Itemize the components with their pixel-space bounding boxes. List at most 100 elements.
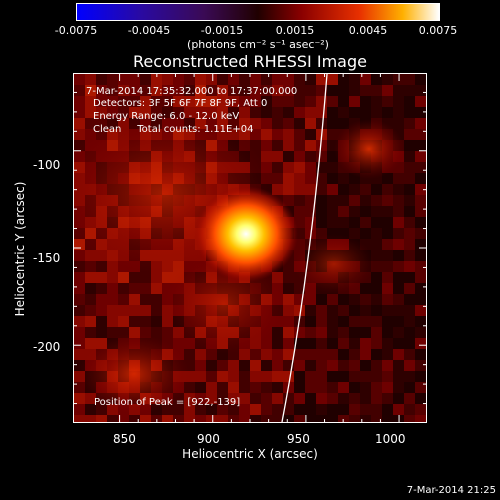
heatmap-cell <box>415 261 426 272</box>
heatmap-cell <box>228 118 239 129</box>
heatmap-cell <box>327 305 338 316</box>
heatmap-cell <box>162 107 173 118</box>
heatmap-cell <box>140 272 151 283</box>
heatmap-cell <box>404 327 415 338</box>
heatmap-cell <box>415 140 426 151</box>
heatmap-cell <box>283 294 294 305</box>
heatmap-cell <box>239 415 250 422</box>
heatmap-cell <box>360 107 371 118</box>
heatmap-cell <box>283 85 294 96</box>
heatmap-cell <box>360 360 371 371</box>
heatmap-cell <box>393 228 404 239</box>
heatmap-cell <box>184 74 195 85</box>
heatmap-cell <box>140 415 151 422</box>
colorbar-tick-label: 0.0015 <box>275 24 315 37</box>
heatmap-cell <box>261 96 272 107</box>
heatmap-cell <box>316 305 327 316</box>
heatmap-cell <box>327 393 338 404</box>
heatmap-cell <box>74 404 85 415</box>
heatmap-cell <box>338 327 349 338</box>
heatmap-cell <box>415 360 426 371</box>
x-tick-label: 900 <box>197 432 220 446</box>
heatmap-cell <box>74 294 85 305</box>
heatmap-cell <box>74 415 85 422</box>
heatmap-cell <box>96 118 107 129</box>
heatmap-cell <box>404 371 415 382</box>
heatmap-cell <box>74 382 85 393</box>
heatmap-cell <box>338 404 349 415</box>
heatmap-cell <box>129 294 140 305</box>
heatmap-cell <box>173 393 184 404</box>
heatmap-cell <box>140 85 151 96</box>
heatmap-cell <box>382 118 393 129</box>
heatmap-cell <box>151 415 162 422</box>
colorbar-tick-label: 0.0045 <box>348 24 388 37</box>
heatmap-cell <box>250 404 261 415</box>
heatmap-cell <box>338 294 349 305</box>
heatmap-cell <box>360 195 371 206</box>
heatmap-cell <box>404 404 415 415</box>
heatmap-cell <box>195 404 206 415</box>
colorbar <box>76 3 440 21</box>
heatmap-cell <box>404 228 415 239</box>
heatmap-cell <box>294 74 305 85</box>
heatmap-cell <box>151 107 162 118</box>
heatmap-cell <box>415 217 426 228</box>
annotation-method-counts: Clean Total counts: 1.11E+04 <box>93 124 254 135</box>
heatmap-cell <box>96 415 107 422</box>
heatmap-cell <box>283 283 294 294</box>
heatmap-cell <box>118 85 129 96</box>
heatmap-cell <box>393 349 404 360</box>
heatmap-cell <box>305 305 316 316</box>
heatmap-cell <box>415 294 426 305</box>
heatmap-cell <box>250 118 261 129</box>
heatmap-cell <box>294 85 305 96</box>
heatmap-cell <box>294 349 305 360</box>
heatmap-cell <box>140 316 151 327</box>
heatmap-cell <box>151 272 162 283</box>
heatmap-cell <box>327 206 338 217</box>
heatmap-cell <box>327 404 338 415</box>
heatmap-cell <box>404 239 415 250</box>
heatmap-cell <box>371 250 382 261</box>
heatmap-cell <box>404 85 415 96</box>
heatmap-cell <box>371 415 382 422</box>
heatmap-cell <box>349 349 360 360</box>
heatmap-cell <box>272 272 283 283</box>
heatmap-cell <box>382 206 393 217</box>
heatmap-cell <box>382 283 393 294</box>
heatmap-cell <box>250 74 261 85</box>
heatmap-cell <box>305 173 316 184</box>
heatmap-cell <box>74 305 85 316</box>
heatmap-cell <box>272 162 283 173</box>
heatmap-cell <box>195 371 206 382</box>
heatmap-cell <box>316 118 327 129</box>
heatmap-cell <box>327 162 338 173</box>
heatmap-cell <box>305 151 316 162</box>
heatmap-cell <box>415 239 426 250</box>
heatmap-cell <box>393 261 404 272</box>
heatmap-cell <box>393 195 404 206</box>
heatmap-cell <box>371 316 382 327</box>
heatmap-cell <box>393 184 404 195</box>
heatmap-cell <box>195 107 206 118</box>
heatmap-cell <box>74 96 85 107</box>
heatmap-cell <box>250 360 261 371</box>
heatmap-cell <box>217 85 228 96</box>
heatmap-cell <box>85 393 96 404</box>
heatmap-cell <box>118 96 129 107</box>
heatmap-cell <box>85 261 96 272</box>
heatmap-cell <box>261 151 272 162</box>
heatmap-cell <box>415 96 426 107</box>
heatmap-cell <box>349 85 360 96</box>
heatmap-cell <box>415 195 426 206</box>
heatmap-cell <box>316 173 327 184</box>
heatmap-cell <box>305 393 316 404</box>
heatmap-cell <box>393 118 404 129</box>
heatmap-cell <box>382 404 393 415</box>
heatmap-cell <box>393 74 404 85</box>
heatmap-cell <box>382 250 393 261</box>
heatmap-cell <box>338 338 349 349</box>
heatmap-cell <box>360 327 371 338</box>
heatmap-cell <box>404 129 415 140</box>
